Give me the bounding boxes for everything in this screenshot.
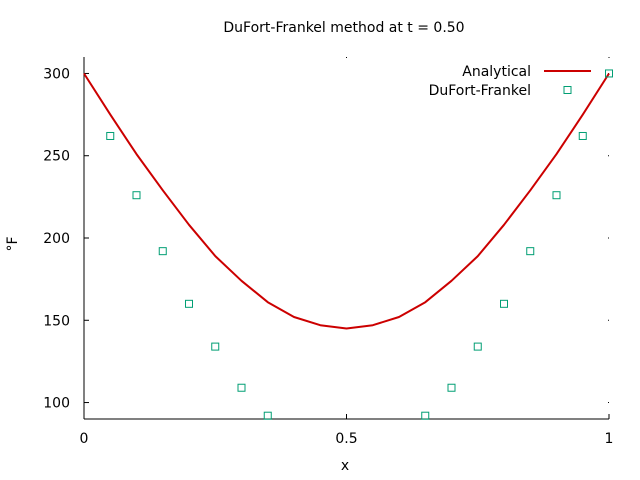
data-point-dufort-frankel [263,411,272,420]
data-point-dufort-frankel [211,342,220,351]
y-tick-label: 100 [43,396,70,412]
chart-title: DuFort-Frankel method at t = 0.50 [223,20,464,36]
x-axis-label: x [341,458,349,474]
legend-label: Analytical [462,64,531,80]
y-tick-label: 150 [43,313,70,329]
data-point-dufort-frankel [526,247,535,256]
data-point-dufort-frankel [237,383,246,392]
series-line-analytical [83,72,610,330]
y-tick-label: 200 [43,231,70,247]
data-point-dufort-frankel [552,191,561,200]
x-tick-label: 1 [605,431,614,447]
x-tick-label: 0.5 [335,431,357,447]
y-tick-label: 300 [43,66,70,82]
data-point-dufort-frankel [473,342,482,351]
legend-label: DuFort-Frankel [429,83,531,99]
ticks: 100 150 200 250 300 0 0.5 1 [43,57,613,447]
y-axis-label: °F [5,236,21,251]
data-point-dufort-frankel [158,247,167,256]
data-point-dufort-frankel [447,383,456,392]
legend-swatch-marker [563,86,572,94]
data-point-dufort-frankel [421,411,430,420]
y-tick-label: 250 [43,149,70,165]
data-point-dufort-frankel [605,69,613,78]
data-point-dufort-frankel [578,131,587,140]
data-point-dufort-frankel [185,299,193,308]
data-point-dufort-frankel [106,131,115,140]
data-point-dufort-frankel [132,191,141,200]
x-tick-label: 0 [80,431,89,447]
data-point-dufort-frankel [500,299,508,308]
legend: Analytical DuFort-Frankel [429,64,591,99]
plot-area [83,69,613,420]
axes [83,57,609,420]
